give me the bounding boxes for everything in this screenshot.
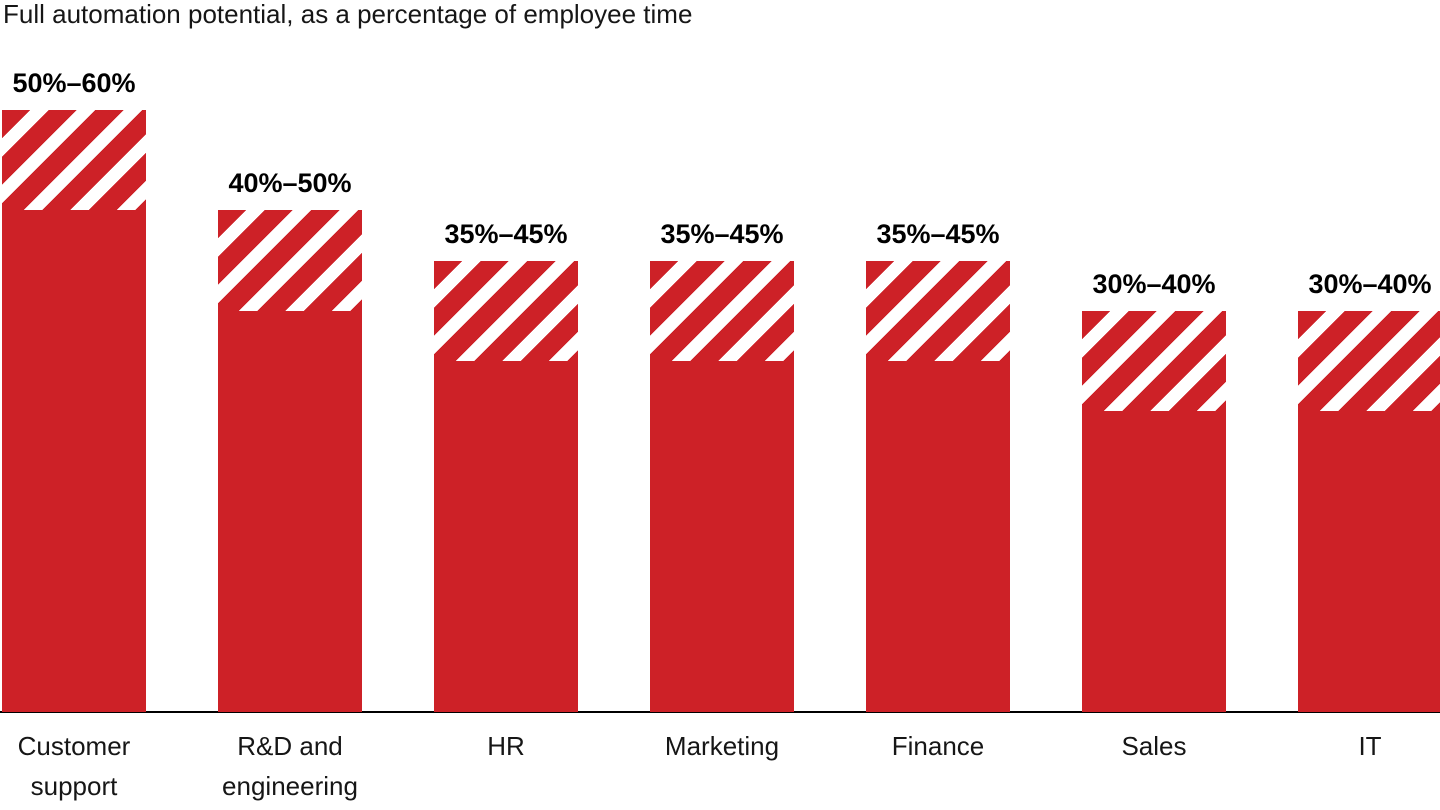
x-axis-label-customer-support: Customer support <box>17 731 131 801</box>
bar-column-hr: 35%–45% <box>434 218 578 712</box>
bar-hatched-range-segment-marketing <box>650 260 794 361</box>
bar-solid-segment-it <box>1298 411 1440 712</box>
bar-hatched-range-segment-finance <box>866 260 1010 361</box>
bar-range-label-hr: 35%–45% <box>444 218 568 249</box>
bar-range-label-customer-support: 50%–60% <box>12 68 136 99</box>
bar-column-it: 30%–40% <box>1298 268 1440 712</box>
x-axis-label-hr: HR <box>487 731 525 761</box>
bar-column-marketing: 35%–45% <box>650 218 794 712</box>
bar-solid-segment-customer-support <box>2 210 146 712</box>
bar-hatched-range-segment-r-d-and-engineering <box>218 210 362 311</box>
bar-solid-segment-finance <box>866 360 1010 712</box>
bar-range-label-it: 30%–40% <box>1308 268 1432 299</box>
bar-range-label-sales: 30%–40% <box>1092 268 1216 299</box>
bar-column-finance: 35%–45% <box>866 218 1010 712</box>
bar-range-label-r-d-and-engineering: 40%–50% <box>228 168 352 199</box>
x-axis-line <box>0 711 1440 713</box>
bar-column-sales: 30%–40% <box>1082 268 1226 712</box>
bar-hatched-range-segment-hr <box>434 260 578 361</box>
bar-solid-segment-r-d-and-engineering <box>218 310 362 712</box>
bar-range-label-marketing: 35%–45% <box>660 218 784 249</box>
bar-solid-segment-hr <box>434 360 578 712</box>
x-axis-label-it: IT <box>1358 731 1382 761</box>
x-axis-label-sales: Sales <box>1121 731 1187 761</box>
bar-range-label-finance: 35%–45% <box>876 218 1000 249</box>
bar-hatched-range-segment-sales <box>1082 310 1226 411</box>
bar-hatched-range-segment-customer-support <box>2 110 146 211</box>
x-axis-label-r-d-and-engineering: R&D and engineering <box>222 731 358 801</box>
x-axis-label-finance: Finance <box>891 731 985 761</box>
bar-solid-segment-marketing <box>650 360 794 712</box>
bar-solid-segment-sales <box>1082 411 1226 712</box>
chart-title: Full automation potential, as a percenta… <box>3 0 693 29</box>
bar-column-customer-support: 50%–60% <box>2 67 146 712</box>
x-axis-label-marketing: Marketing <box>664 731 780 761</box>
bar-column-r-d-and-engineering: 40%–50% <box>218 167 362 712</box>
bar-hatched-range-segment-it <box>1298 310 1440 411</box>
